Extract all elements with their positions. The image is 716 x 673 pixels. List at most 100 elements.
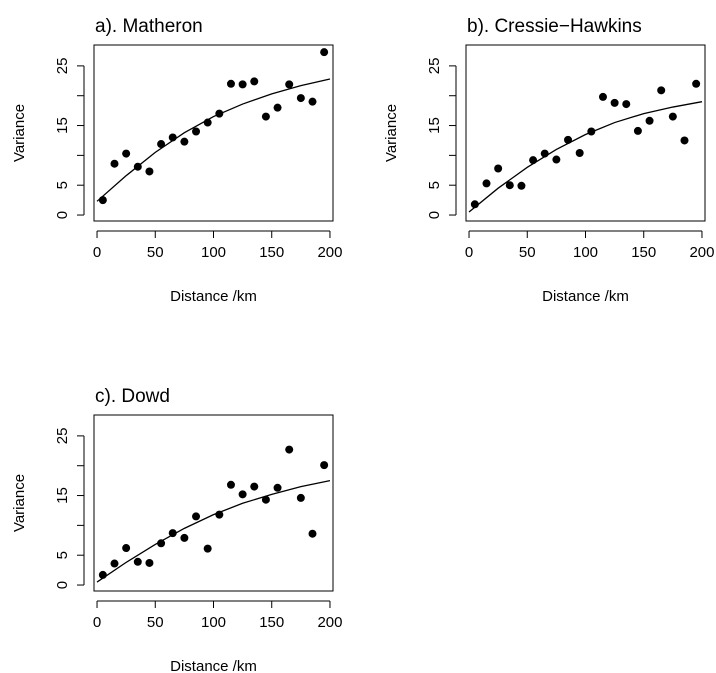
plot-box: [93, 414, 334, 592]
data-point: [273, 103, 282, 112]
data-point: [250, 77, 259, 86]
data-point: [494, 164, 503, 173]
data-point: [122, 544, 131, 553]
x-tick-label: 100: [201, 244, 226, 261]
data-point: [587, 127, 596, 136]
data-point: [261, 112, 270, 121]
x-axis-label: Distance /km: [170, 658, 257, 673]
data-point: [168, 133, 177, 142]
data-point: [540, 149, 549, 158]
data-point: [633, 126, 642, 135]
y-tick-label: 0: [54, 581, 71, 589]
x-tick-label: 0: [465, 244, 473, 261]
data-point: [622, 100, 631, 109]
x-tick-label: 0: [93, 614, 101, 631]
y-tick-label: 15: [54, 117, 71, 134]
fit-curve: [96, 479, 331, 583]
y-tick-label: 25: [54, 58, 71, 75]
data-point: [273, 483, 282, 492]
data-point: [250, 482, 259, 491]
data-point: [226, 79, 235, 88]
data-point: [505, 181, 514, 190]
panel: a). Matheron Variance Distance /km 0 50 100 15…: [11, 16, 343, 305]
data-point: [238, 490, 247, 499]
data-point: [203, 544, 212, 553]
panel: b). Cressie−Hawkins Variance Distance /km 0…: [383, 16, 715, 305]
fit-curve: [96, 78, 331, 202]
x-tick-label: 100: [201, 614, 226, 631]
data-point: [517, 181, 526, 190]
y-axis-label: Variance: [383, 104, 400, 162]
x-tick-label: 150: [259, 614, 284, 631]
data-point: [238, 80, 247, 89]
data-point: [133, 162, 142, 171]
y-axis-label: Variance: [11, 474, 28, 532]
data-point: [680, 136, 689, 145]
data-point: [98, 196, 107, 205]
data-point: [215, 109, 224, 118]
data-point: [110, 559, 119, 568]
x-tick-label: 200: [317, 614, 342, 631]
data-point: [308, 529, 317, 538]
data-point: [598, 92, 607, 101]
data-point: [564, 135, 573, 144]
x-tick-label: 200: [689, 244, 714, 261]
x-axis-label: Distance /km: [170, 288, 257, 305]
data-point: [122, 149, 131, 158]
x-tick-label: 50: [147, 614, 164, 631]
data-point: [98, 570, 107, 579]
data-point: [180, 137, 189, 146]
data-point: [668, 112, 677, 121]
data-point: [470, 200, 479, 209]
x-tick-label: 50: [519, 244, 536, 261]
panel-title: a). Matheron: [95, 16, 203, 37]
data-point: [203, 118, 212, 127]
data-point: [215, 510, 224, 519]
y-axis-label: Variance: [11, 104, 28, 162]
y-tick-label: 5: [54, 551, 71, 559]
data-point: [320, 48, 329, 57]
data-point: [692, 79, 701, 88]
data-point: [110, 159, 119, 168]
panel-title: b). Cressie−Hawkins: [467, 16, 642, 37]
fit-curve: [468, 101, 703, 213]
data-point: [192, 127, 201, 136]
data-point: [657, 86, 666, 95]
data-point: [296, 493, 305, 502]
y-tick-label: 25: [54, 428, 71, 445]
data-point: [610, 98, 619, 107]
data-point: [145, 558, 154, 567]
data-point: [133, 557, 142, 566]
data-point: [261, 495, 270, 504]
x-tick-label: 150: [631, 244, 656, 261]
plot-box: [93, 44, 334, 222]
data-point: [482, 179, 491, 188]
y-tick-label: 5: [54, 181, 71, 189]
y-tick-label: 5: [426, 181, 443, 189]
data-point: [308, 97, 317, 106]
y-tick-label: 25: [426, 58, 443, 75]
data-point: [285, 80, 294, 89]
data-point: [552, 155, 561, 164]
data-point: [645, 116, 654, 125]
y-tick-label: 0: [426, 211, 443, 219]
data-point: [157, 539, 166, 548]
data-point: [529, 156, 538, 165]
x-tick-label: 50: [147, 244, 164, 261]
panel-title: c). Dowd: [95, 386, 170, 407]
data-point: [226, 480, 235, 489]
data-point: [575, 148, 584, 157]
x-tick-label: 150: [259, 244, 284, 261]
data-point: [296, 94, 305, 103]
data-point: [180, 533, 189, 542]
x-axis-label: Distance /km: [542, 288, 629, 305]
data-point: [145, 167, 154, 176]
data-point: [192, 512, 201, 521]
y-tick-label: 15: [426, 117, 443, 134]
data-point: [320, 461, 329, 470]
data-point: [285, 445, 294, 454]
x-tick-label: 0: [93, 244, 101, 261]
